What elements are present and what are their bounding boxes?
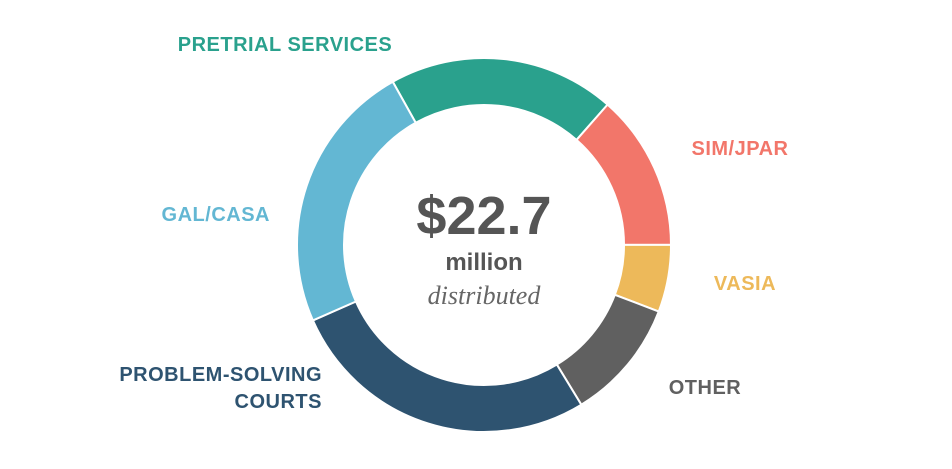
segment-label: PRETRIAL SERVICES	[177, 34, 393, 56]
center-value: $22.7	[416, 186, 552, 246]
segment-label: PROBLEM-SOLVING COURTS	[119, 364, 322, 413]
segment-label: VASIA	[713, 273, 777, 295]
segment-label: SIM/JPAR	[691, 138, 789, 160]
donut-segment	[391, 57, 609, 142]
donut-segment	[296, 80, 418, 322]
segment-label: GAL/CASA	[161, 204, 270, 226]
segment-label: OTHER	[668, 377, 742, 399]
center-unit: million	[445, 249, 523, 276]
donut-segment	[575, 103, 673, 246]
center-note: distributed	[427, 281, 541, 310]
donut-segment	[311, 300, 583, 433]
